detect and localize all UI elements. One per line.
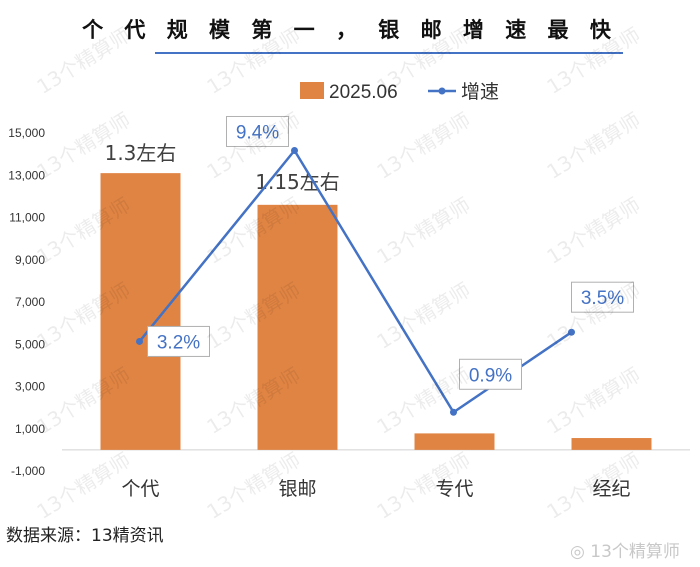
growth-point [291,146,298,154]
x-tick-label: 个代 [121,478,159,500]
legend-swatch-bar [300,82,324,99]
growth-label-box [571,281,634,313]
legend-label-bar: 2025.06 [329,82,398,103]
legend-marker-line [438,87,446,95]
growth-point [136,337,143,345]
x-tick-label: 经纪 [592,478,630,500]
bar [100,173,181,450]
weibo-icon: ◎ [570,542,585,562]
x-tick-label: 银邮 [278,478,316,500]
watermark-logo: ◎ 13个精算师 [570,537,680,562]
growth-data-label: 3.5% [581,288,624,309]
watermark-logo-text: 13个精算师 [590,542,680,562]
growth-data-label: 9.4% [236,122,279,143]
y-tick-label: 3,000 [15,380,45,394]
y-tick-label: 11,000 [9,211,45,225]
y-tick-label: 15,000 [8,126,45,140]
bar-data-label: 1.3左右 [105,141,177,165]
growth-data-label: 0.9% [469,365,512,386]
title-underline [155,52,623,54]
y-tick-label: 9,000 [15,253,45,267]
chart-title: 个 代 规 模 第 一 ， 银 邮 增 速 最 快 [82,18,618,42]
growth-label-box [459,358,522,390]
y-tick-label: -1,000 [11,464,45,478]
growth-point [568,328,575,336]
y-tick-label: 7,000 [15,295,45,309]
growth-label-box [226,115,289,147]
x-tick-label: 专代 [435,478,473,500]
y-tick-label: 1,000 [15,422,45,436]
source-note: 数据来源：13精资讯 [6,526,164,546]
y-tick-label: 13,000 [8,168,45,182]
growth-data-label: 3.2% [157,332,200,353]
legend-label-line: 增速 [461,81,499,103]
growth-label-box [147,325,210,357]
bar [571,438,652,450]
growth-point [450,408,457,416]
bar [414,433,495,450]
bar [257,204,338,450]
y-tick-label: 5,000 [15,337,45,351]
